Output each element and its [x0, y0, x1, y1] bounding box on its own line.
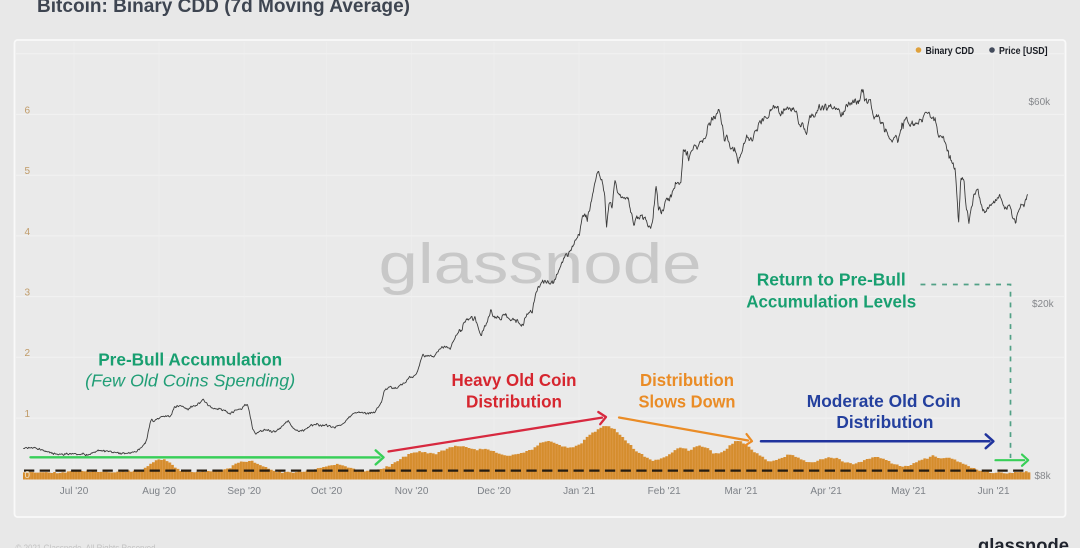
svg-text:Apr '21: Apr '21: [810, 486, 842, 497]
svg-text:1: 1: [24, 409, 30, 420]
svg-text:5: 5: [24, 166, 30, 177]
svg-text:Bitcoin: Binary CDD (7d Moving: Bitcoin: Binary CDD (7d Moving Average): [37, 0, 410, 17]
svg-text:© 2021 Glassnode. All Rights R: © 2021 Glassnode. All Rights Reserved: [16, 543, 156, 548]
svg-text:6: 6: [24, 105, 30, 116]
svg-text:Feb '21: Feb '21: [648, 486, 681, 497]
svg-text:Oct '20: Oct '20: [311, 486, 343, 497]
svg-text:Mar '21: Mar '21: [724, 486, 757, 497]
svg-text:Pre-Bull Accumulation: Pre-Bull Accumulation: [98, 349, 282, 369]
svg-text:0: 0: [24, 470, 30, 481]
svg-text:$8k: $8k: [1035, 471, 1052, 482]
svg-text:glassnode: glassnode: [978, 535, 1069, 548]
svg-text:Return to Pre-Bull: Return to Pre-Bull: [757, 270, 906, 290]
svg-text:Slows Down: Slows Down: [639, 391, 736, 411]
svg-text:Accumulation Levels: Accumulation Levels: [746, 292, 916, 312]
svg-text:Distribution: Distribution: [466, 391, 562, 411]
svg-text:Jun '21: Jun '21: [978, 486, 1010, 497]
svg-text:(Few Old Coins Spending): (Few Old Coins Spending): [85, 371, 295, 391]
svg-text:Distribution: Distribution: [640, 370, 734, 390]
svg-text:Sep '20: Sep '20: [227, 486, 261, 497]
svg-text:Moderate Old Coin: Moderate Old Coin: [807, 391, 961, 411]
svg-text:$20k: $20k: [1032, 299, 1055, 310]
svg-text:Jul '20: Jul '20: [60, 486, 89, 497]
svg-text:Aug '20: Aug '20: [142, 486, 176, 497]
svg-text:Dec '20: Dec '20: [477, 486, 511, 497]
svg-text:May '21: May '21: [891, 486, 926, 497]
svg-text:Binary CDD: Binary CDD: [926, 46, 975, 57]
svg-text:Price [USD]: Price [USD]: [999, 46, 1048, 57]
svg-text:Distribution: Distribution: [836, 412, 933, 432]
svg-text:2: 2: [24, 348, 30, 359]
svg-text:4: 4: [24, 227, 30, 238]
svg-text:Heavy Old Coin: Heavy Old Coin: [452, 370, 577, 390]
svg-text:3: 3: [24, 288, 30, 299]
svg-text:Nov '20: Nov '20: [395, 486, 429, 497]
svg-text:$60k: $60k: [1029, 97, 1052, 108]
svg-text:Jan '21: Jan '21: [563, 486, 595, 497]
